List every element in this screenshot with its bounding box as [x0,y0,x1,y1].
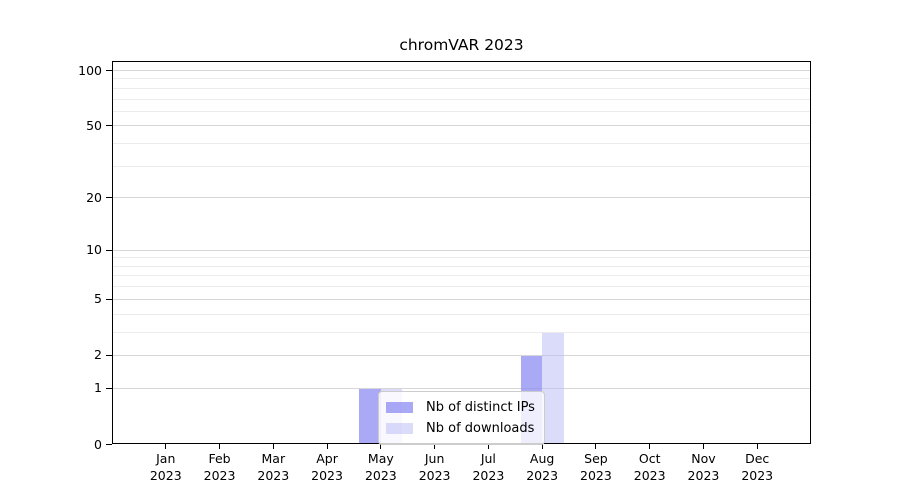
y-tick-label: 1 [94,380,102,396]
y-tick-label: 5 [94,291,102,307]
x-tick-label: Aug 2023 [526,451,559,483]
y-gridline-minor [113,275,810,277]
x-tick-mark [380,444,382,449]
y-gridline-major [113,197,810,199]
legend-swatch-downloads [386,423,413,434]
y-tick-mark [106,354,112,356]
y-tick-label: 0 [94,436,102,452]
y-gridline-major [113,387,810,389]
y-tick-mark [106,70,112,71]
bars-layer [113,62,810,443]
plot-area [112,61,811,444]
y-gridline-minor [113,110,810,112]
legend-item-distinct-ips: Nb of distinct IPs [386,397,535,418]
bar-distinct-ips [359,388,381,443]
y-gridline-minor [113,78,810,80]
bar-downloads [542,332,564,443]
x-tick-mark [756,444,758,449]
y-tick-mark [106,444,112,445]
y-gridline-minor [113,331,810,333]
y-gridline-minor [113,257,810,259]
x-tick-label: Apr 2023 [311,451,343,483]
x-tick-mark [487,444,489,449]
legend-label-distinct-ips: Nb of distinct IPs [426,400,535,415]
y-gridline-minor [113,165,810,167]
y-tick-mark [106,125,112,127]
y-gridline-minor [113,98,810,100]
x-tick-label: Sep 2023 [580,451,612,483]
x-tick-label: May 2023 [364,451,397,483]
y-tick-mark [106,387,112,389]
x-tick-label: Nov 2023 [687,451,720,483]
x-tick-mark [326,444,328,449]
y-tick-mark [106,197,112,199]
y-gridline-minor [113,143,810,145]
y-gridline-major [113,125,810,127]
legend-swatch-distinct-ips [386,402,413,413]
y-gridline-minor [113,265,810,267]
x-tick-label: Jul 2023 [472,451,505,483]
y-tick-label: 50 [86,117,102,133]
gridlines-layer [113,62,810,443]
legend-label-downloads: Nb of downloads [426,421,535,436]
x-tick-mark [434,444,436,449]
y-gridline-minor [113,286,810,288]
y-gridline-major [113,249,810,251]
x-tick-mark [595,444,597,449]
x-tick-mark [702,444,704,449]
y-gridline-major [113,298,810,300]
x-tick-mark [165,444,167,449]
x-tick-label: Mar 2023 [257,451,290,483]
legend-item-downloads: Nb of downloads [386,418,535,439]
x-tick-label: Feb 2023 [203,451,236,483]
legend: Nb of distinct IPs Nb of downloads [378,391,545,445]
x-tick-label: Jan 2023 [149,451,182,483]
x-tick-label: Jun 2023 [418,451,451,483]
y-gridline-minor [113,87,810,89]
x-tick-mark [541,444,543,449]
x-tick-label: Oct 2023 [633,451,666,483]
x-tick-mark [649,444,651,449]
y-tick-label: 20 [86,189,102,205]
y-tick-label: 10 [86,242,102,258]
x-tick-mark [219,444,221,449]
y-tick-mark [106,249,112,251]
x-tick-label: Dec 2023 [741,451,774,483]
y-gridline-minor [113,313,810,315]
y-tick-mark [106,298,112,300]
chart-title: chromVAR 2023 [399,36,524,54]
y-gridline-major [113,70,810,71]
y-tick-label: 100 [78,62,102,78]
y-gridline-major [113,354,810,356]
y-tick-label: 2 [94,347,102,363]
x-tick-mark [272,444,274,449]
